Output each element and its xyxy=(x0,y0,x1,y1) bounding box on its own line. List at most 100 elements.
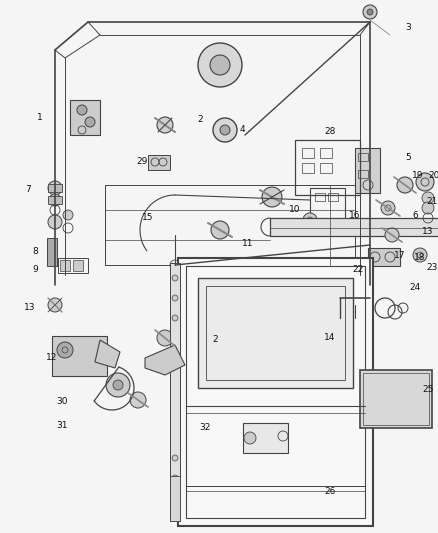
Bar xyxy=(355,148,380,193)
Text: 2: 2 xyxy=(197,116,203,125)
Text: 15: 15 xyxy=(142,214,154,222)
Text: 24: 24 xyxy=(410,284,420,293)
Text: 20: 20 xyxy=(428,171,438,180)
Circle shape xyxy=(172,455,178,461)
Text: 31: 31 xyxy=(56,421,68,430)
Bar xyxy=(358,153,368,161)
Bar xyxy=(328,193,338,201)
Circle shape xyxy=(397,177,413,193)
Bar xyxy=(360,370,432,428)
Bar xyxy=(52,336,107,376)
Circle shape xyxy=(113,380,123,390)
Text: 21: 21 xyxy=(426,198,438,206)
Circle shape xyxy=(172,275,178,281)
Bar xyxy=(178,258,373,526)
Bar xyxy=(148,155,170,170)
Circle shape xyxy=(172,495,178,501)
Circle shape xyxy=(220,125,230,135)
Bar xyxy=(368,248,400,266)
Circle shape xyxy=(130,392,146,408)
Text: 1: 1 xyxy=(37,114,43,123)
Circle shape xyxy=(172,315,178,321)
Text: 32: 32 xyxy=(199,424,211,432)
Circle shape xyxy=(48,181,62,195)
Circle shape xyxy=(48,215,62,229)
Bar xyxy=(73,260,83,271)
Text: 14: 14 xyxy=(324,334,336,343)
Circle shape xyxy=(77,105,87,115)
Bar xyxy=(363,373,429,425)
Circle shape xyxy=(367,9,373,15)
Text: 17: 17 xyxy=(394,251,406,260)
Polygon shape xyxy=(95,340,120,368)
Bar xyxy=(302,148,314,158)
Bar xyxy=(48,196,62,204)
Bar xyxy=(243,423,288,453)
Circle shape xyxy=(157,117,173,133)
Circle shape xyxy=(363,5,377,19)
Bar xyxy=(310,188,345,228)
Text: 2: 2 xyxy=(212,335,218,344)
Circle shape xyxy=(210,55,230,75)
Bar xyxy=(206,286,345,380)
Circle shape xyxy=(172,475,178,481)
Polygon shape xyxy=(145,345,185,375)
Circle shape xyxy=(422,192,434,204)
Bar xyxy=(186,266,365,518)
Circle shape xyxy=(211,221,229,239)
Text: 30: 30 xyxy=(56,398,68,407)
Circle shape xyxy=(106,373,130,397)
Circle shape xyxy=(385,228,399,242)
Text: 16: 16 xyxy=(349,211,361,220)
Bar xyxy=(170,263,180,521)
Circle shape xyxy=(416,173,434,191)
Circle shape xyxy=(198,43,242,87)
Text: 28: 28 xyxy=(324,127,336,136)
Text: 4: 4 xyxy=(239,125,245,134)
Text: 9: 9 xyxy=(32,265,38,274)
Text: 10: 10 xyxy=(289,206,301,214)
Circle shape xyxy=(262,187,282,207)
Text: 22: 22 xyxy=(353,265,364,274)
Circle shape xyxy=(48,298,62,312)
Circle shape xyxy=(422,202,434,214)
Circle shape xyxy=(157,330,173,346)
Bar xyxy=(320,163,332,173)
Circle shape xyxy=(179,346,191,358)
Bar xyxy=(270,218,438,236)
Bar xyxy=(198,278,353,388)
Text: 12: 12 xyxy=(46,353,58,362)
Bar xyxy=(60,260,70,271)
Text: 29: 29 xyxy=(136,157,148,166)
Circle shape xyxy=(303,213,317,227)
Bar xyxy=(295,140,360,195)
Text: 18: 18 xyxy=(414,254,426,262)
Bar xyxy=(48,184,62,192)
Bar xyxy=(320,148,332,158)
Circle shape xyxy=(296,321,314,339)
Circle shape xyxy=(413,248,427,262)
Text: 7: 7 xyxy=(25,185,31,195)
Circle shape xyxy=(63,210,73,220)
Bar xyxy=(302,163,314,173)
Bar xyxy=(105,185,355,265)
Text: 8: 8 xyxy=(32,247,38,256)
Text: 19: 19 xyxy=(412,171,424,180)
Circle shape xyxy=(57,342,73,358)
Circle shape xyxy=(244,432,256,444)
Text: 26: 26 xyxy=(324,488,336,497)
Text: 23: 23 xyxy=(426,263,438,272)
Circle shape xyxy=(381,201,395,215)
Text: 11: 11 xyxy=(242,239,254,248)
Circle shape xyxy=(85,117,95,127)
Text: 25: 25 xyxy=(422,385,434,394)
Bar xyxy=(47,238,57,266)
Text: 6: 6 xyxy=(412,211,418,220)
Bar xyxy=(70,100,100,135)
Bar xyxy=(315,193,325,201)
Bar xyxy=(170,476,180,521)
Text: 3: 3 xyxy=(405,23,411,33)
Circle shape xyxy=(213,118,237,142)
Bar xyxy=(358,170,368,178)
Text: 5: 5 xyxy=(405,154,411,163)
